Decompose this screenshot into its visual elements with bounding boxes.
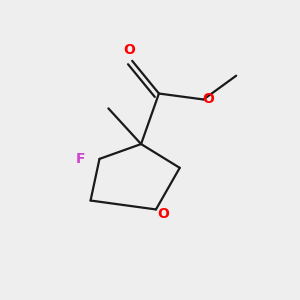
Text: O: O xyxy=(123,44,135,57)
Text: F: F xyxy=(75,152,85,166)
Text: O: O xyxy=(202,92,214,106)
Text: O: O xyxy=(158,207,169,221)
